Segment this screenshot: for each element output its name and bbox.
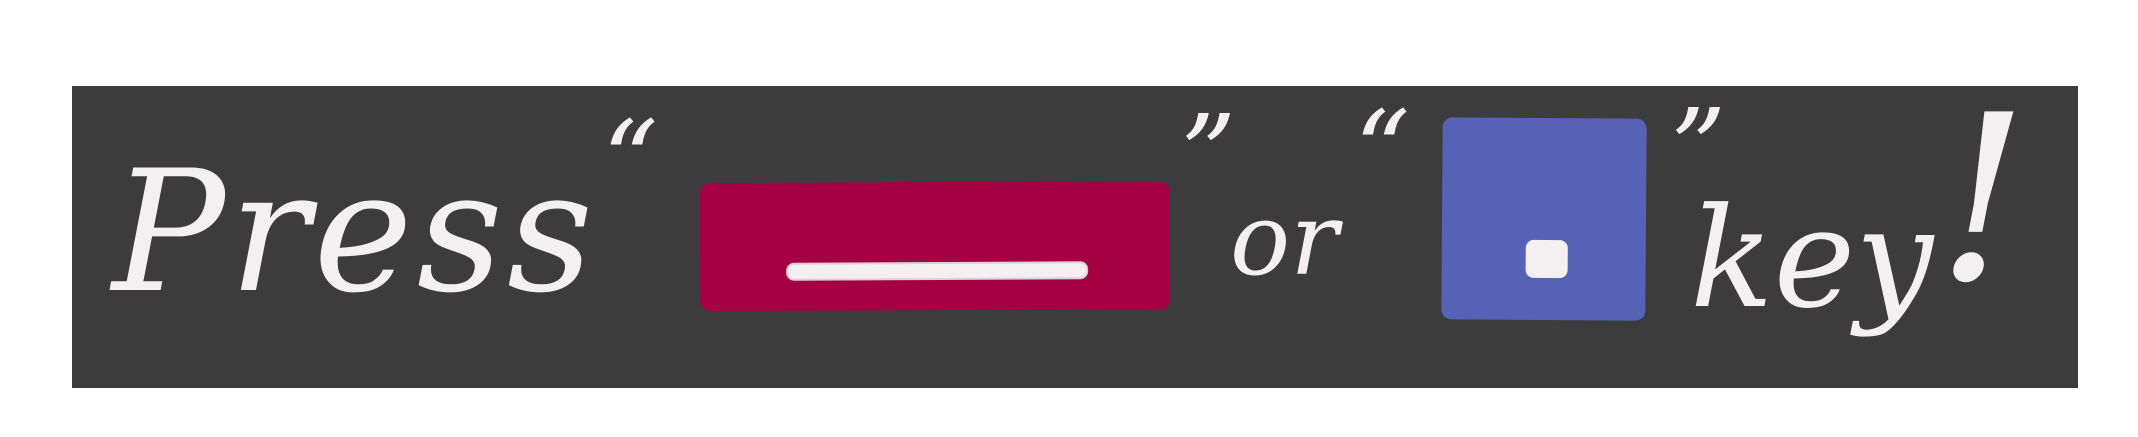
- open-quote-2: “: [1354, 87, 1411, 215]
- close-quote-1: ”: [1180, 91, 1237, 219]
- minus-key-icon: [699, 180, 1171, 312]
- open-quote-1: “: [602, 97, 659, 225]
- or-text: or: [1230, 181, 1339, 298]
- instruction-banner: Press “ ” or “ ” key !: [72, 86, 2078, 388]
- key-text: key: [1690, 178, 1934, 339]
- dot-symbol-icon: [1525, 239, 1568, 279]
- exclamation-mark: !: [1936, 67, 2029, 334]
- press-text: Press: [112, 134, 598, 330]
- minus-symbol-icon: [786, 261, 1089, 281]
- close-quote-2: ”: [1670, 85, 1727, 213]
- dot-key-icon: [1441, 117, 1647, 321]
